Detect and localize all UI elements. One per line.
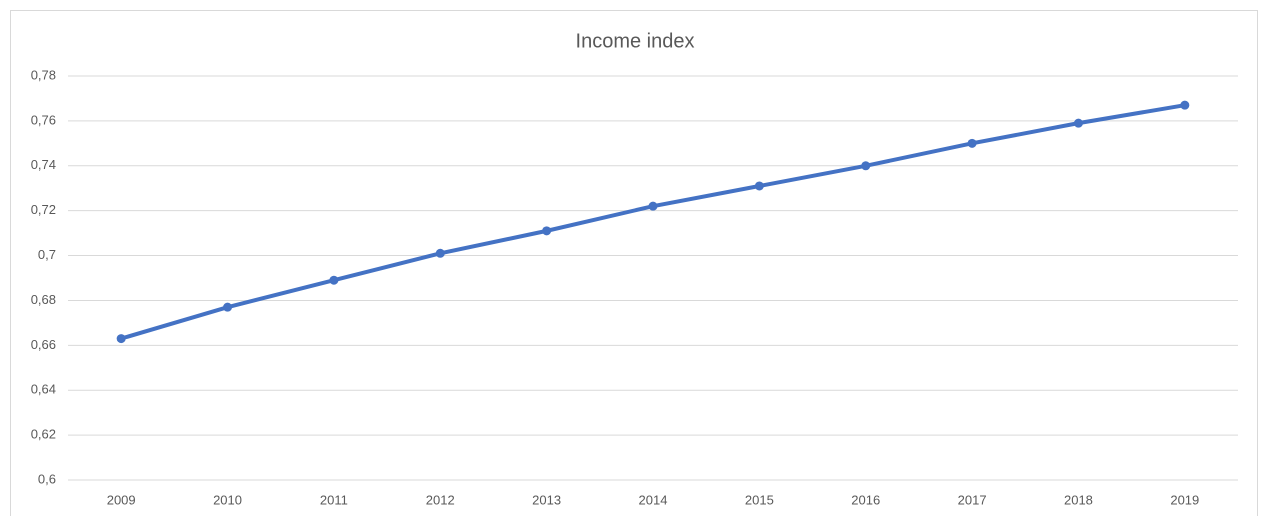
- y-tick-label: 0,76: [31, 112, 56, 127]
- x-tick-label: 2009: [107, 492, 136, 507]
- x-tick-label: 2011: [320, 492, 348, 507]
- x-tick-label: 2012: [426, 492, 455, 507]
- x-tick-label: 2018: [1064, 492, 1093, 507]
- data-point: [967, 138, 977, 148]
- y-tick-label: 0,72: [31, 202, 56, 217]
- x-tick-label: 2019: [1170, 492, 1199, 507]
- data-point: [861, 161, 871, 171]
- y-tick-label: 0,66: [31, 337, 56, 352]
- y-tick-label: 0,68: [31, 292, 56, 307]
- x-tick-label: 2013: [532, 492, 561, 507]
- data-point: [1180, 100, 1190, 110]
- data-point: [542, 226, 552, 236]
- x-tick-label: 2017: [958, 492, 987, 507]
- data-point: [116, 334, 126, 344]
- y-tick-label: 0,64: [31, 382, 56, 397]
- y-tick-label: 0,62: [31, 427, 56, 442]
- y-tick-label: 0,7: [38, 247, 56, 262]
- x-tick-label: 2010: [213, 492, 242, 507]
- data-point: [435, 248, 445, 258]
- chart-frame: [10, 10, 1258, 516]
- data-point: [329, 275, 339, 285]
- y-tick-label: 0,78: [31, 67, 56, 82]
- data-point: [223, 302, 233, 312]
- data-point: [648, 201, 658, 211]
- data-point: [1073, 118, 1083, 128]
- x-tick-label: 2015: [745, 492, 774, 507]
- y-tick-label: 0,6: [38, 471, 56, 486]
- y-tick-label: 0,74: [31, 157, 56, 172]
- chart-title: Income index: [576, 30, 695, 52]
- x-tick-label: 2014: [639, 492, 668, 507]
- x-tick-label: 2016: [851, 492, 880, 507]
- data-point: [754, 181, 764, 191]
